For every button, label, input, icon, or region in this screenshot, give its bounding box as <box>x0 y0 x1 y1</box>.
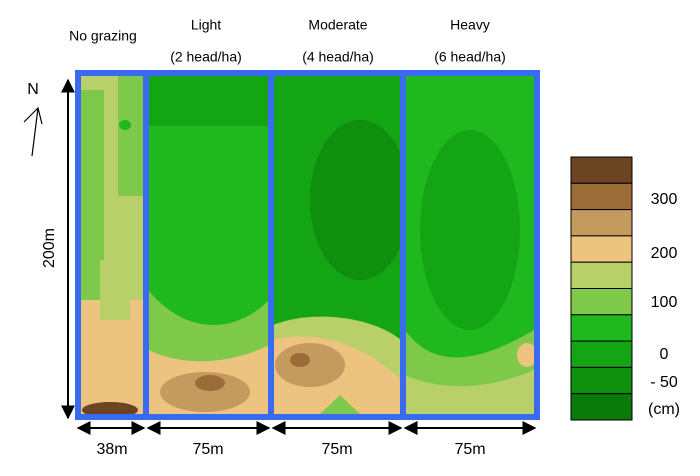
legend-swatch <box>570 235 633 263</box>
legend-swatch <box>570 261 633 290</box>
map-light <box>148 76 269 414</box>
plot-width: 75m <box>454 441 485 458</box>
legend-swatch <box>570 340 633 368</box>
plot-width: 75m <box>321 441 352 458</box>
map-moderate <box>273 76 401 414</box>
length-label: 200m <box>41 228 58 268</box>
dimension-arrows <box>61 78 537 435</box>
plot-name: Light <box>191 17 221 33</box>
legend-label: (cm) <box>648 401 680 418</box>
legend-label: - 50 <box>650 374 678 391</box>
map-heavy <box>405 76 534 414</box>
plot-name: No grazing <box>69 28 137 44</box>
legend-swatch <box>570 209 633 237</box>
legend-swatch <box>570 366 633 395</box>
plot-frames <box>75 70 540 420</box>
legend-swatch <box>570 182 633 211</box>
legend-label: 300 <box>651 191 678 208</box>
plot-width: 75m <box>192 441 223 458</box>
legend-swatch <box>570 314 633 342</box>
legend-label: 100 <box>651 294 678 311</box>
legend-swatch <box>570 288 633 316</box>
plot-stocking: (6 head/ha) <box>434 49 506 65</box>
plot-name: Moderate <box>308 17 367 33</box>
north-label: N <box>27 81 39 98</box>
legend-label: 0 <box>660 346 669 363</box>
legend-label: 200 <box>651 245 678 262</box>
plot-name: Heavy <box>450 17 490 33</box>
legend-swatch <box>570 156 633 184</box>
plot-stocking: (4 head/ha) <box>302 49 374 65</box>
north-arrow <box>23 106 43 157</box>
map-no-grazing <box>80 76 144 414</box>
plot-stocking: (2 head/ha) <box>170 49 242 65</box>
legend-swatch <box>570 393 633 421</box>
legend: 300 200 100 0 - 50 (cm) <box>570 156 680 421</box>
plot-width: 38m <box>96 441 127 458</box>
